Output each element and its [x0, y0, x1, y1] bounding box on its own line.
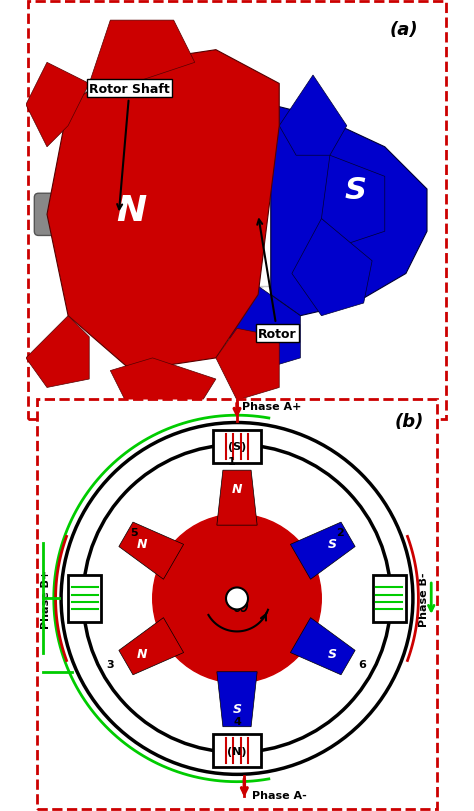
Polygon shape: [291, 618, 355, 675]
Text: 3: 3: [106, 659, 114, 670]
Polygon shape: [217, 672, 257, 727]
Polygon shape: [119, 618, 183, 675]
Text: S: S: [344, 175, 366, 204]
Text: N: N: [116, 194, 146, 228]
Polygon shape: [271, 105, 427, 316]
Polygon shape: [216, 329, 279, 401]
Polygon shape: [321, 156, 385, 245]
Text: 4: 4: [233, 716, 241, 727]
Text: N: N: [137, 538, 147, 551]
FancyBboxPatch shape: [326, 194, 419, 236]
Polygon shape: [279, 76, 347, 156]
Text: S: S: [233, 702, 241, 715]
Polygon shape: [110, 358, 216, 414]
Circle shape: [226, 588, 248, 610]
Polygon shape: [217, 470, 257, 526]
Text: Phase A+: Phase A+: [243, 401, 302, 411]
Polygon shape: [213, 734, 261, 767]
Ellipse shape: [233, 141, 283, 289]
Text: 2: 2: [337, 528, 344, 538]
Text: Phase B-: Phase B-: [419, 572, 429, 626]
Text: Phase A-: Phase A-: [252, 790, 306, 800]
Text: Phase B+: Phase B+: [41, 569, 52, 629]
Text: $\omega$: $\omega$: [232, 597, 249, 616]
Polygon shape: [68, 575, 101, 623]
FancyBboxPatch shape: [233, 144, 283, 287]
Text: Rotor Shaft: Rotor Shaft: [89, 83, 170, 210]
Text: 1: 1: [228, 457, 236, 466]
Polygon shape: [291, 522, 355, 580]
Text: (N): (N): [227, 745, 247, 756]
Text: N: N: [232, 483, 242, 496]
Text: N: N: [137, 647, 147, 660]
Circle shape: [153, 514, 321, 683]
FancyBboxPatch shape: [37, 399, 437, 809]
Text: Rotor: Rotor: [257, 220, 297, 341]
Text: (S): (S): [228, 442, 246, 452]
Text: (b): (b): [394, 412, 424, 430]
Text: 5: 5: [130, 528, 137, 538]
FancyBboxPatch shape: [34, 194, 148, 236]
Text: (a): (a): [390, 21, 419, 39]
Text: 6: 6: [358, 659, 366, 670]
Polygon shape: [89, 21, 195, 84]
Polygon shape: [26, 316, 89, 388]
Polygon shape: [26, 63, 89, 148]
Text: S: S: [328, 538, 337, 551]
Polygon shape: [47, 50, 279, 371]
Polygon shape: [119, 522, 183, 580]
Polygon shape: [373, 575, 406, 623]
Polygon shape: [213, 431, 261, 463]
Text: S: S: [328, 647, 337, 660]
Polygon shape: [228, 287, 301, 371]
Polygon shape: [292, 219, 372, 316]
FancyBboxPatch shape: [28, 2, 446, 419]
